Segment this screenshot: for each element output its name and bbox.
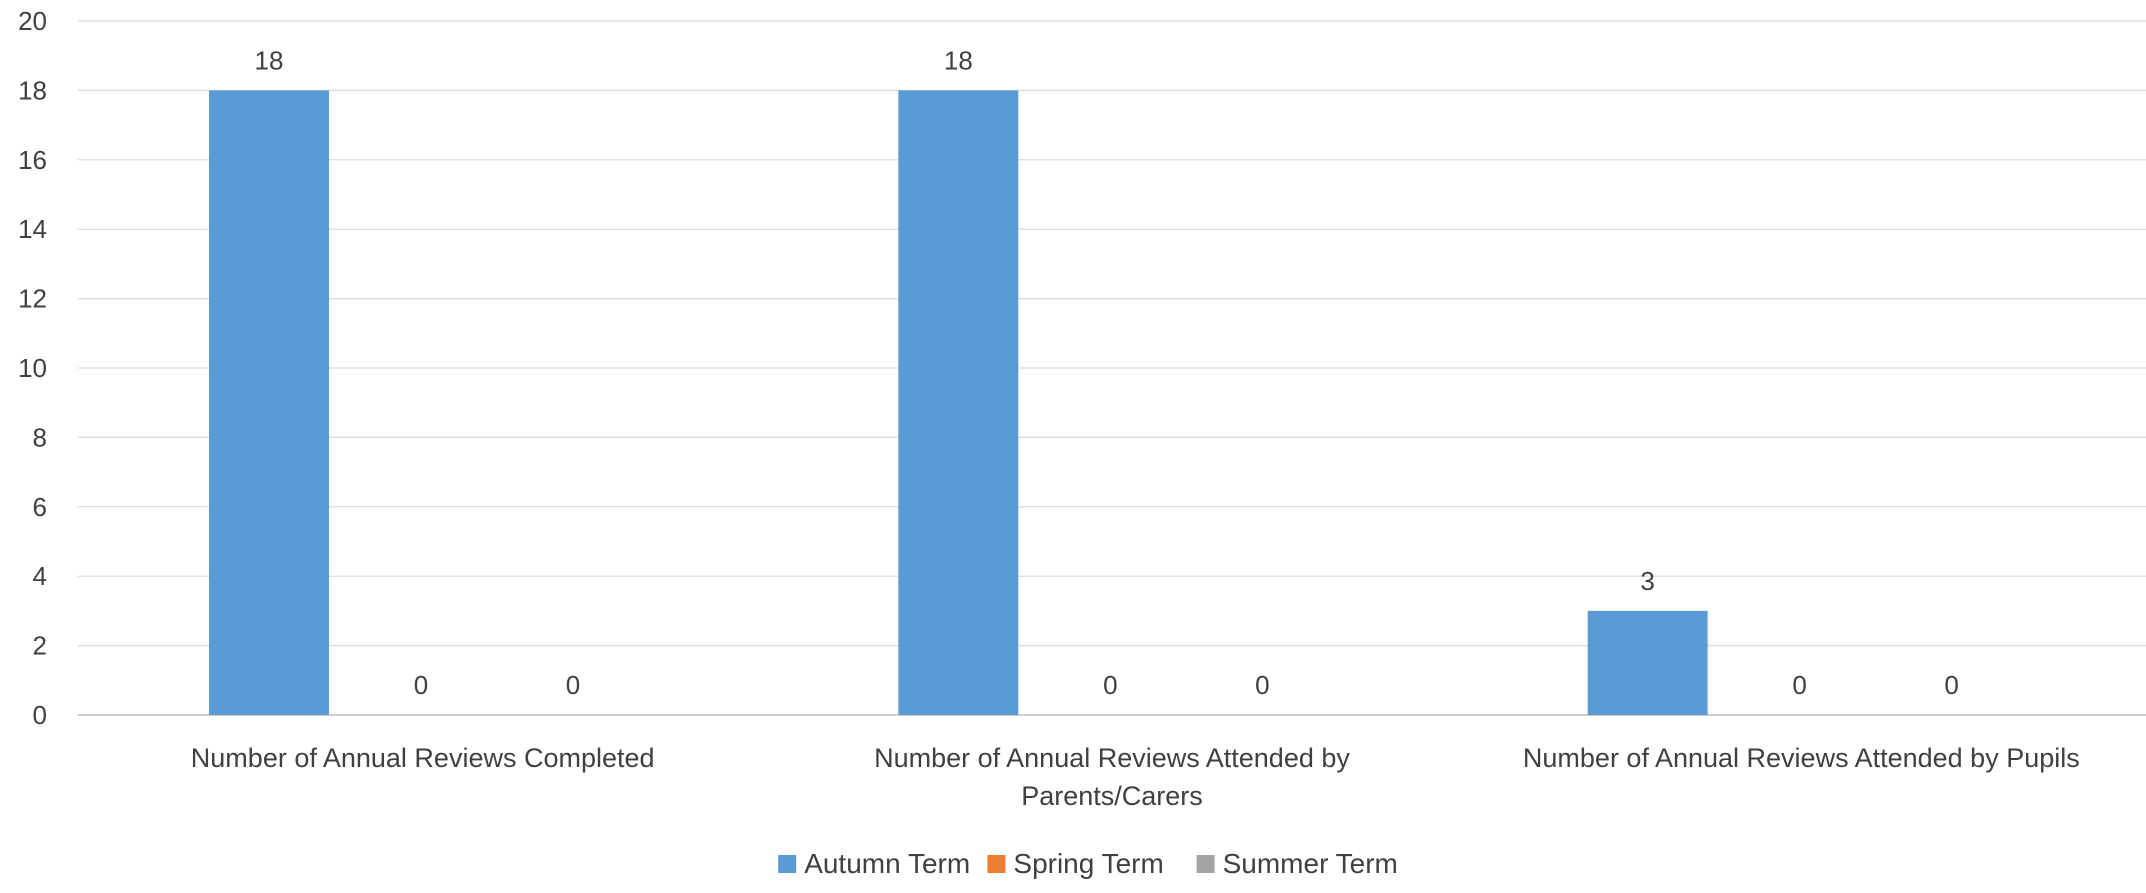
- data-label: 0: [1944, 670, 1958, 700]
- data-label: 0: [1255, 670, 1269, 700]
- x-category-label: Number of Annual Reviews Attended by: [874, 743, 1350, 773]
- x-category-label: Parents/Carers: [1021, 781, 1203, 811]
- data-label: 3: [1640, 566, 1654, 596]
- bar: [898, 90, 1019, 715]
- x-axis-category-labels: Number of Annual Reviews Completed Number…: [191, 743, 2080, 811]
- y-tick-label: 14: [18, 214, 47, 244]
- legend-label: Spring Term: [1013, 848, 1163, 879]
- bars: [209, 90, 1708, 715]
- bar: [209, 90, 329, 715]
- y-tick-label: 8: [33, 422, 47, 452]
- data-label: 0: [566, 670, 580, 700]
- legend-swatch: [778, 855, 797, 873]
- bar: [1587, 610, 1708, 715]
- y-tick-label: 20: [18, 6, 47, 36]
- x-category-label: Number of Annual Reviews Attended by Pup…: [1523, 743, 2080, 773]
- data-label: 18: [944, 45, 973, 75]
- legend-swatch: [987, 855, 1006, 873]
- y-tick-label: 0: [33, 700, 47, 730]
- y-tick-label: 6: [33, 492, 47, 522]
- data-label: 18: [255, 45, 284, 75]
- y-tick-label: 4: [33, 561, 47, 591]
- legend-label: Summer Term: [1223, 848, 1398, 879]
- data-labels: 18 0 0 18 0 0 3 0 0: [255, 45, 1959, 700]
- data-label: 0: [1792, 670, 1806, 700]
- data-label: 0: [414, 670, 428, 700]
- legend: Autumn Term Spring Term Summer Term: [778, 848, 1398, 879]
- y-tick-label: 2: [33, 631, 47, 661]
- y-axis-tick-labels: 0 2 4 6 8 10 12 14 16 18 20: [18, 6, 47, 730]
- legend-swatch: [1196, 855, 1215, 873]
- y-tick-label: 10: [18, 353, 47, 383]
- y-tick-label: 12: [18, 284, 47, 314]
- data-label: 0: [1103, 670, 1117, 700]
- y-tick-label: 16: [18, 145, 47, 175]
- gridlines: [78, 20, 2146, 716]
- legend-label: Autumn Term: [804, 848, 970, 879]
- y-tick-label: 18: [18, 75, 47, 105]
- x-category-label: Number of Annual Reviews Completed: [191, 743, 655, 773]
